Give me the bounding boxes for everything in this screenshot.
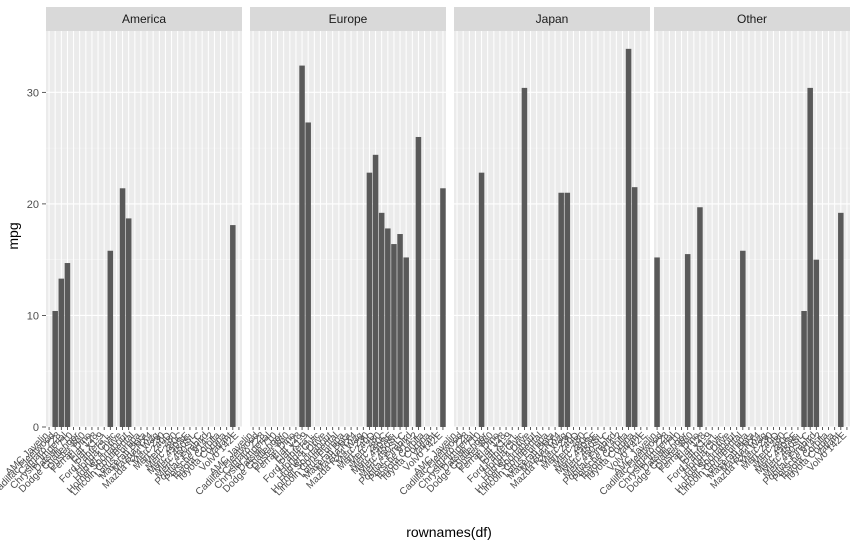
bar-europe-31	[440, 188, 446, 427]
panel-background	[250, 31, 446, 427]
y-tick-label: 30	[27, 87, 39, 99]
bar-america-30	[230, 225, 236, 427]
bar-other-24	[801, 310, 807, 427]
bar-europe-22	[385, 228, 391, 427]
bar-japan-17	[558, 192, 564, 427]
y-axis-title: mpg	[5, 222, 21, 249]
bar-japan-29	[631, 187, 638, 427]
bar-japan-28	[625, 48, 632, 427]
bar-europe-20	[372, 154, 379, 428]
y-tick-label: 10	[27, 310, 39, 322]
panel-background	[454, 31, 650, 427]
bar-japan-4	[478, 172, 485, 427]
panel-background	[46, 31, 242, 427]
bar-other-25	[807, 87, 813, 428]
y-axis: 0 10 20 30	[27, 87, 46, 434]
panel-background	[654, 31, 850, 427]
bar-europe-25	[403, 257, 409, 427]
facet-strip	[46, 7, 242, 31]
facet-strip	[454, 7, 650, 31]
y-tick-label: 20	[27, 199, 39, 211]
bar-europe-21	[378, 212, 385, 427]
bar-europe-19	[366, 172, 373, 427]
bar-europe-9	[305, 122, 311, 427]
bar-europe-23	[391, 244, 397, 427]
bar-other-0	[654, 257, 660, 427]
x-axis-title: rownames(df)	[406, 524, 492, 540]
bar-other-30	[838, 212, 844, 427]
bar-america-3	[64, 263, 71, 427]
facet-strip	[654, 7, 850, 31]
bar-america-10	[107, 250, 114, 427]
bar-europe-27	[415, 136, 422, 427]
bar-america-2	[58, 278, 65, 427]
bar-other-26	[813, 259, 820, 427]
bar-europe-8	[299, 65, 305, 427]
bar-america-1	[52, 310, 58, 427]
y-tick-label: 0	[33, 422, 39, 434]
bar-america-12	[119, 188, 126, 427]
bar-america-13	[125, 218, 132, 427]
facet-strip-label: Europe	[329, 12, 368, 26]
facet-strip-label: Japan	[536, 12, 569, 26]
bar-japan-11	[521, 87, 528, 428]
facet-strip-label: Other	[737, 12, 767, 26]
bar-europe-24	[397, 234, 403, 427]
bar-japan-18	[564, 192, 571, 427]
bar-other-5	[684, 254, 691, 427]
facet-strip-label: America	[122, 12, 166, 26]
bar-other-7	[697, 207, 703, 427]
facet-strip	[250, 7, 446, 31]
bar-other-14	[740, 250, 746, 427]
